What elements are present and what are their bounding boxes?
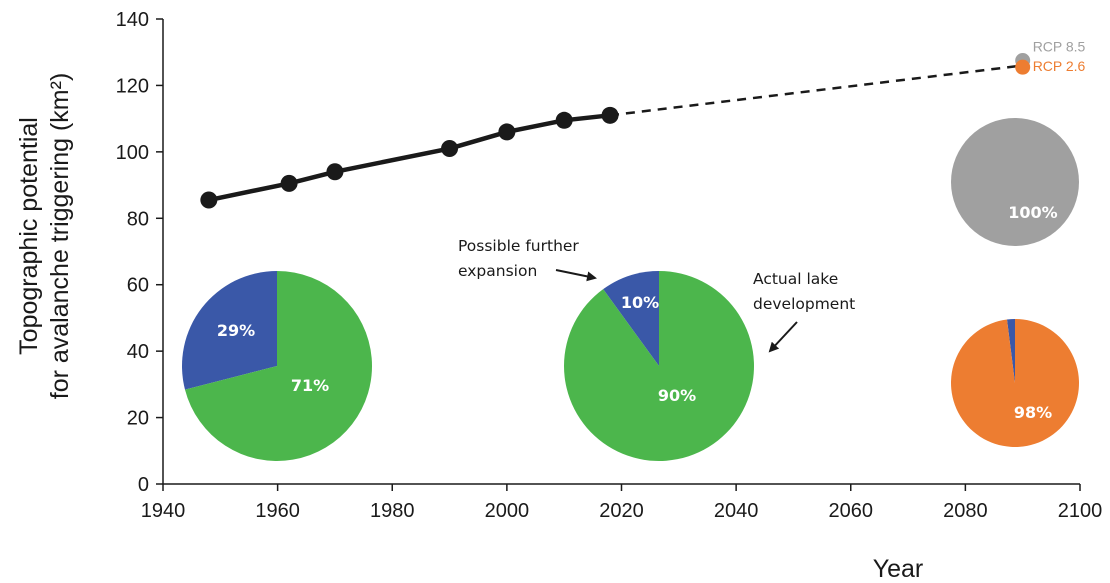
y-axis-title-line-2: for avalanche triggering (km²): [46, 73, 74, 400]
x-axis-title: Year: [873, 555, 924, 583]
pie-slice-label: 71%: [291, 376, 329, 395]
x-tick-label: 2020: [599, 500, 644, 522]
projection-line: [609, 64, 1023, 117]
y-tick-label: 0: [138, 474, 149, 496]
x-tick-label: 2100: [1058, 500, 1103, 522]
pie-slice: [1006, 319, 1015, 383]
observed-point: [601, 106, 619, 124]
observed-point: [555, 111, 573, 129]
y-tick-label: 60: [127, 275, 149, 297]
annotation-actual-lake-line-2: development: [753, 295, 855, 313]
y-tick-label: 100: [116, 142, 149, 164]
annotation-arrow-actual: [768, 321, 798, 353]
pie-slice-label: 10%: [621, 293, 659, 312]
pie-chart-3: 100%: [951, 118, 1079, 246]
scenario-label: RCP 8.5: [1033, 39, 1086, 55]
y-tick-label: 80: [127, 208, 149, 230]
x-tick-label: 2000: [485, 500, 530, 522]
annotation-further-expansion-line-2: expansion: [458, 262, 537, 280]
y-tick-label: 20: [127, 408, 149, 430]
x-tick-label: 2060: [829, 500, 874, 522]
x-tick-label: 1980: [370, 500, 415, 522]
series: RCP 8.5 RCP 2.6: [200, 39, 1086, 209]
pie-slice-label: 100%: [1008, 203, 1057, 222]
observed-point: [200, 191, 218, 209]
observed-point: [326, 163, 344, 181]
x-tick-label: 1940: [141, 500, 186, 522]
x-tick-label: 1960: [255, 500, 300, 522]
x-tick-label: 2080: [943, 500, 988, 522]
pie-slice: [182, 271, 277, 390]
pie-slice: [951, 118, 1079, 246]
scenario-point: [1015, 59, 1031, 75]
annotation-actual-lake-line-1: Actual lake: [753, 270, 838, 288]
x-tick-label: 2040: [714, 500, 759, 522]
y-axis-title-line-1: Topographic potential: [15, 117, 43, 355]
y-tick-label: 120: [116, 75, 149, 97]
scenario-label: RCP 2.6: [1033, 58, 1086, 74]
pie-slice: [603, 271, 659, 366]
y-tick-label: 140: [116, 9, 149, 31]
pie-slice-label: 98%: [1014, 403, 1052, 422]
annotations: Possible further expansion Actual lake deve…: [458, 237, 855, 353]
pie-slice-label: 29%: [217, 321, 255, 340]
observed-point: [498, 123, 516, 141]
pie-slice-label: 90%: [658, 386, 696, 405]
annotation-arrow-further: [555, 269, 597, 282]
pie-slice: [951, 319, 1080, 447]
pie-chart-2: 10% 90%: [564, 271, 755, 462]
pie-slice: [184, 271, 372, 462]
pie-chart-1: 29% 71%: [182, 271, 372, 462]
observed-point: [441, 140, 459, 158]
pie-slice: [564, 271, 755, 462]
observed-line: [208, 113, 611, 203]
pie-charts: 29% 71% 10% 90% 100% 2%98%: [182, 118, 1080, 462]
pie-chart-4: 2%98%: [951, 319, 1080, 447]
observed-point: [280, 174, 298, 192]
y-tick-label: 40: [127, 341, 149, 363]
annotation-further-expansion-line-1: Possible further: [458, 237, 579, 255]
y-axis-title: Topographic potential for avalanche trigg…: [15, 73, 74, 400]
